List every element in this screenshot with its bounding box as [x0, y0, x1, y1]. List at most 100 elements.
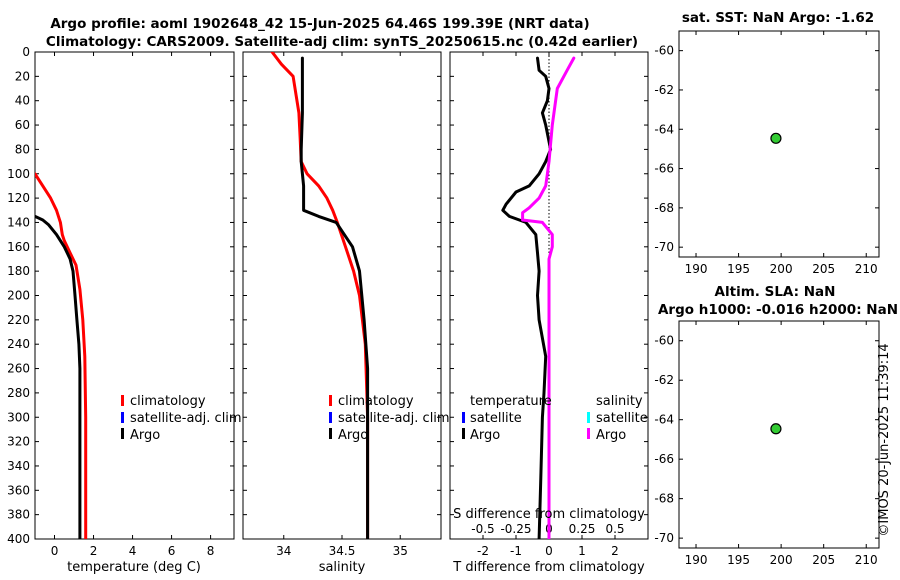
sst-map-chart: -60 -62 -64 -66 -68 -70 190 195 200 205 210: [654, 31, 879, 276]
y-tick-label: 320: [7, 435, 30, 449]
difference-legend: temperature satellite Argo salinity sate…: [462, 394, 648, 443]
s-difference-top-label: S difference from climatology: [453, 507, 645, 522]
y-tick-label: -64: [654, 122, 674, 136]
y-tick-label: 40: [15, 94, 30, 108]
x-tick-label: -2: [477, 544, 489, 558]
x-tick-label: 205: [812, 262, 835, 276]
y-tick-label: -64: [654, 413, 674, 427]
legend-label-t-satellite: satellite: [470, 411, 522, 426]
x-tick-label: 195: [727, 553, 750, 567]
legend-swatch-argo: [329, 428, 332, 439]
y-tick-label: 80: [15, 142, 30, 156]
x-tick-label: 34: [276, 544, 291, 558]
sst-map-title: sat. SST: NaN Argo: -1.62: [682, 10, 874, 26]
y-tick-label: 0: [22, 45, 30, 59]
series-line-climatology: [270, 52, 370, 539]
y-tick-label: 120: [7, 191, 30, 205]
legend-label-climatology: climatology: [338, 394, 414, 409]
y-tick-label: -68: [654, 492, 674, 506]
legend-swatch-climatology: [121, 395, 124, 406]
legend-label-s-argo: Argo: [596, 428, 626, 443]
y-tick-label: 60: [15, 118, 30, 132]
legend-label-satellite: satellite-adj. clim: [338, 411, 450, 426]
x-tick-label: 8: [207, 544, 215, 558]
y-tick-label: 360: [7, 483, 30, 497]
s-tick-label: 0.25: [569, 522, 596, 536]
x-tick-label: 2: [611, 544, 619, 558]
y-tick-label: 140: [7, 215, 30, 229]
y-tick-label: 240: [7, 337, 30, 351]
argo-location-marker: [770, 132, 782, 144]
s-tick-label: -0.5: [471, 522, 494, 536]
y-tick-label: -62: [654, 83, 674, 97]
y-tick-label: -70: [654, 531, 674, 545]
y-tick-label: -70: [654, 240, 674, 254]
salinity-legend: climatology satellite-adj. clim Argo: [329, 394, 450, 443]
figure-title-line1: Argo profile: aoml 1902648_42 15-Jun-202…: [50, 16, 589, 32]
sla-map-frame: [678, 320, 880, 549]
x-tick-label: 34.5: [329, 544, 356, 558]
temperature-xlabel: temperature (deg C): [67, 560, 201, 575]
y-tick-label: 260: [7, 362, 30, 376]
x-tick-label: 190: [685, 262, 708, 276]
imos-timestamp: ©IMOS 20-Jun-2025 11:39:14: [877, 343, 892, 536]
x-tick-label: 2: [90, 544, 98, 558]
legend-label-argo: Argo: [338, 428, 368, 443]
x-tick-label: 0: [545, 544, 553, 558]
legend-label-t-argo: Argo: [470, 428, 500, 443]
salinity-chart: 34 34.5 35: [243, 51, 441, 558]
x-tick-label: 210: [855, 553, 878, 567]
x-tick-label: 205: [812, 553, 835, 567]
figure-title-line2: Climatology: CARS2009. Satellite-adj cli…: [46, 34, 638, 50]
argo-location-marker: [770, 423, 782, 435]
y-tick-label: 220: [7, 313, 30, 327]
legend-swatch-t-satellite: [462, 412, 465, 423]
x-tick-label: 200: [770, 262, 793, 276]
temperature-chart: 0204060801001201401601802002202402602803…: [7, 45, 234, 558]
temperature-legend: climatology satellite-adj. clim Argo: [121, 394, 242, 443]
legend-label-s-satellite: satellite: [596, 411, 648, 426]
sla-map-title-line2: Argo h1000: -0.016 h2000: NaN: [658, 302, 898, 318]
legend-label-satellite: satellite-adj. clim: [130, 411, 242, 426]
s-tick-label: -0.25: [500, 522, 531, 536]
x-tick-label: 195: [727, 262, 750, 276]
y-tick-label: -66: [654, 162, 674, 176]
legend-swatch-t-argo: [462, 428, 465, 439]
y-tick-label: -60: [654, 44, 674, 58]
x-tick-label: 200: [770, 553, 793, 567]
legend-swatch-climatology: [329, 395, 332, 406]
x-tick-label: -1: [510, 544, 522, 558]
y-tick-label: 280: [7, 386, 30, 400]
x-tick-label: 35: [393, 544, 408, 558]
y-tick-label: 200: [7, 289, 30, 303]
legend-title-salinity: salinity: [596, 394, 643, 409]
sst-map-frame: [678, 30, 880, 258]
y-tick-label: 100: [7, 167, 30, 181]
legend-swatch-s-argo: [587, 428, 590, 439]
series-line-t-difference-argo: [501, 56, 553, 539]
x-tick-label: 0: [51, 544, 59, 558]
x-tick-label: 6: [168, 544, 176, 558]
y-tick-label: 380: [7, 508, 30, 522]
sla-map-chart: -60 -62 -64 -66 -68 -70 190 195 200 205 210: [654, 321, 879, 567]
y-tick-label: -62: [654, 373, 674, 387]
y-tick-label: 20: [15, 69, 30, 83]
legend-swatch-satellite: [329, 412, 332, 423]
x-tick-label: 1: [578, 544, 586, 558]
temperature-panel-frame: [34, 51, 235, 540]
legend-label-argo: Argo: [130, 428, 160, 443]
series-line-climatology: [35, 172, 88, 539]
legend-swatch-argo: [121, 428, 124, 439]
s-tick-label: 0.5: [605, 522, 624, 536]
legend-swatch-s-satellite: [587, 412, 590, 423]
x-tick-label: 4: [129, 544, 137, 558]
legend-swatch-satellite: [121, 412, 124, 423]
y-tick-label: 300: [7, 410, 30, 424]
x-tick-label: 190: [685, 553, 708, 567]
legend-title-temperature: temperature: [470, 394, 552, 409]
salinity-panel-frame: [242, 51, 442, 540]
y-tick-label: -60: [654, 334, 674, 348]
y-tick-label: 340: [7, 459, 30, 473]
